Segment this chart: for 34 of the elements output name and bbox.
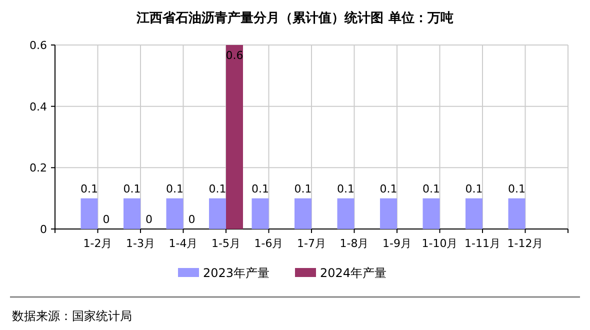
y-tick-label: 0.6 <box>30 39 47 52</box>
data-label: 0.6 <box>226 49 244 62</box>
data-label: 0.1 <box>337 182 354 196</box>
x-tick-label: 1-3月 <box>126 237 155 250</box>
y-tick-label: 0.2 <box>30 162 47 175</box>
source-note: 数据来源：国家统计局 <box>12 309 132 323</box>
data-label: 0.1 <box>80 182 98 196</box>
x-tick-label: 1-6月 <box>254 237 284 250</box>
data-label: 0.1 <box>166 182 184 196</box>
x-tick-label: 1-8月 <box>340 237 369 250</box>
data-label: 0.1 <box>380 182 398 196</box>
x-tick-label: 1-10月 <box>422 237 458 250</box>
y-tick-label: 0 <box>40 223 47 236</box>
data-label: 0.1 <box>294 182 312 196</box>
legend-label: 2024年产量 <box>320 266 387 280</box>
data-label: 0.1 <box>252 182 269 196</box>
x-tick-label: 1-12月 <box>507 237 544 250</box>
x-tick-label: 1-5月 <box>212 237 240 250</box>
y-tick-label: 0.4 <box>30 100 47 114</box>
x-tick-label: 1-2月 <box>83 237 112 250</box>
data-label: 0 <box>102 213 110 226</box>
legend-label: 2023年产量 <box>203 266 270 280</box>
data-label: 0.1 <box>465 182 483 196</box>
data-label: 0 <box>146 213 152 226</box>
x-tick-label: 1-7月 <box>297 237 326 250</box>
x-tick-label: 1-9月 <box>382 237 412 250</box>
data-label: 0.1 <box>422 182 440 196</box>
x-tick-label: 1-4月 <box>168 237 198 250</box>
data-label: 0.1 <box>508 182 526 196</box>
data-label: 0.1 <box>123 182 141 196</box>
chart-title: 江西省石油沥青产量分月（累计值）统计图 单位：万吨 <box>136 10 454 26</box>
data-label: 0 <box>188 213 196 226</box>
data-label: 0.1 <box>208 182 226 196</box>
x-tick-label: 1-11月 <box>464 237 500 250</box>
